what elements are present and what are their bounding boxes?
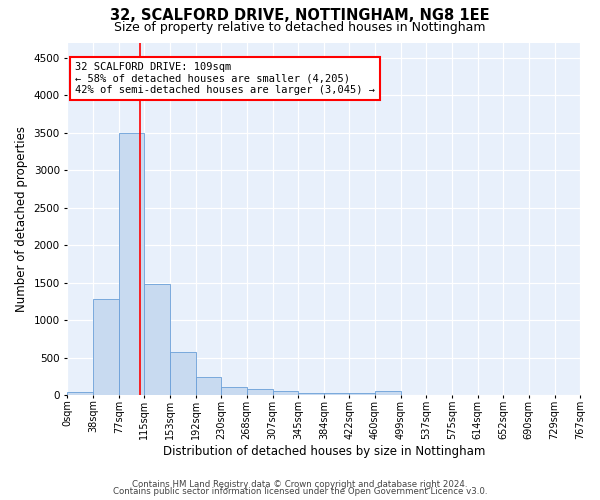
Bar (196, 377, 221, 396)
Bar (170, 352, 196, 396)
Bar (324, 394, 349, 396)
Bar (375, 391, 401, 396)
Bar (119, 132, 144, 396)
Text: Contains public sector information licensed under the Open Government Licence v3: Contains public sector information licen… (113, 487, 487, 496)
Text: Contains HM Land Registry data © Crown copyright and database right 2024.: Contains HM Land Registry data © Crown c… (132, 480, 468, 489)
Y-axis label: Number of detached properties: Number of detached properties (15, 126, 28, 312)
Bar (67, 392, 93, 396)
X-axis label: Distribution of detached houses by size in Nottingham: Distribution of detached houses by size … (163, 444, 485, 458)
Bar (221, 386, 247, 396)
Bar (349, 393, 375, 396)
Bar (144, 284, 170, 396)
Bar (272, 391, 298, 396)
Bar (93, 299, 119, 396)
Text: 32, SCALFORD DRIVE, NOTTINGHAM, NG8 1EE: 32, SCALFORD DRIVE, NOTTINGHAM, NG8 1EE (110, 8, 490, 22)
Text: Size of property relative to detached houses in Nottingham: Size of property relative to detached ho… (114, 21, 486, 34)
Bar (298, 392, 324, 396)
Bar (247, 390, 272, 396)
Text: 32 SCALFORD DRIVE: 109sqm
← 58% of detached houses are smaller (4,205)
42% of se: 32 SCALFORD DRIVE: 109sqm ← 58% of detac… (75, 62, 375, 95)
